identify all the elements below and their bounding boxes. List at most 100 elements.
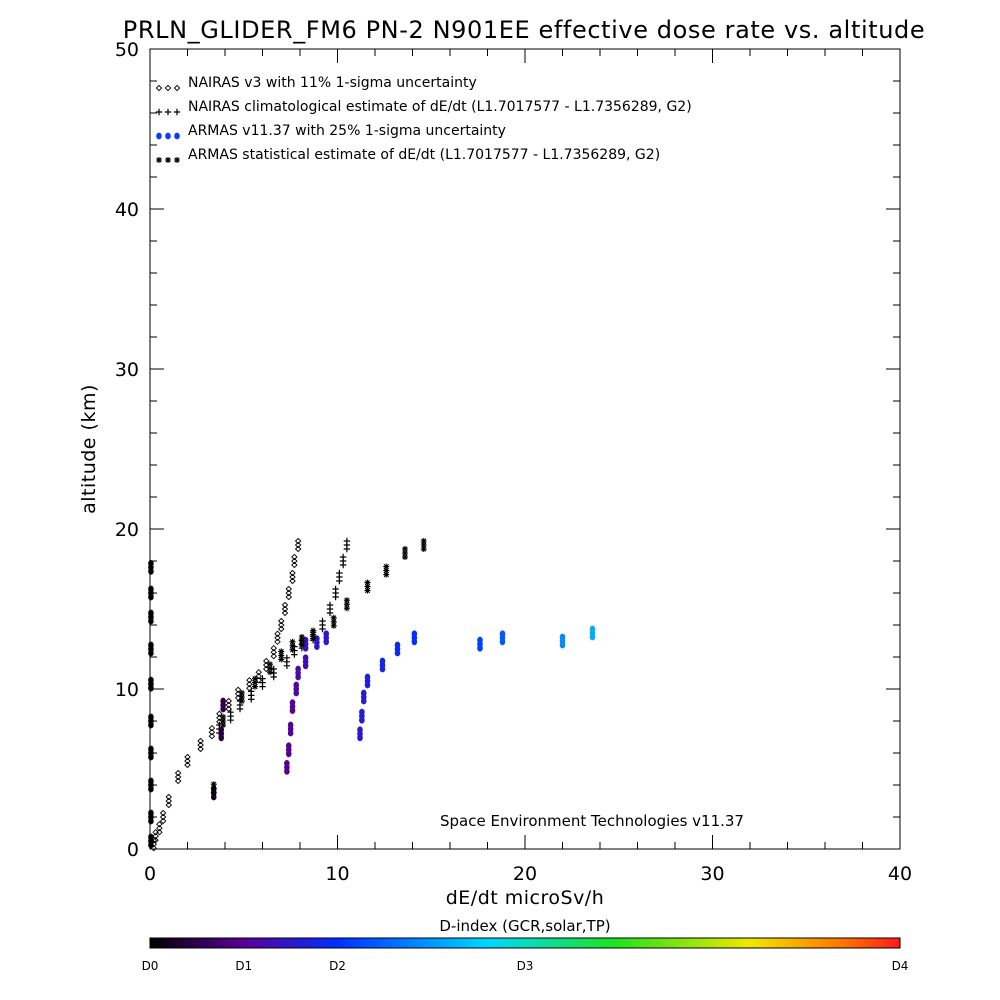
nairas-point (289, 577, 296, 585)
armas-statistical-point (383, 567, 390, 574)
armas-statistical-point (402, 550, 408, 556)
armas-statistical-point (220, 718, 227, 724)
colorbar-label: D2 (329, 959, 346, 973)
nairas-point (278, 621, 285, 629)
armas-point (314, 643, 320, 650)
series-2 (216, 537, 351, 737)
x-tick-label: 0 (144, 863, 156, 885)
y-axis-label: altitude (km) (78, 384, 100, 514)
x-axis-ticks: 0 10 20 30 40 (144, 49, 912, 885)
armas-statistical-point (298, 638, 305, 644)
colorbar-label: D1 (235, 959, 252, 973)
armas-point (148, 568, 154, 575)
nairas-point (289, 569, 296, 577)
legend-symbol (155, 108, 163, 116)
legend-symbol (165, 157, 171, 163)
armas-statistical-point (330, 614, 337, 621)
armas-statistical-point (310, 631, 317, 638)
nairas-point (197, 745, 204, 753)
armas-statistical-point (298, 634, 305, 640)
armas-statistical-point (402, 554, 408, 560)
nairas-point (165, 793, 172, 801)
armas-statistical-point (402, 546, 408, 552)
y-axis-ticks: 0 10 20 30 40 50 (115, 39, 900, 861)
armas-point (293, 689, 300, 697)
nairas-climatological-point (343, 545, 351, 553)
armas-statistical-point (330, 622, 337, 629)
nairas-point (274, 638, 281, 646)
nairas-climatological-point (326, 609, 334, 617)
armas-statistical-point (330, 618, 337, 625)
nairas-point (225, 705, 232, 713)
legend-label: NAIRAS v3 with 11% 1-sigma uncertainty (188, 75, 477, 91)
nairas-point (255, 676, 262, 684)
nairas-point (152, 836, 159, 844)
nairas-point (216, 710, 223, 718)
credit-annotation: Space Environment Technologies v11.37 (440, 812, 744, 830)
x-tick-label: 10 (325, 863, 349, 885)
armas-point (220, 705, 226, 713)
nairas-point (263, 657, 270, 665)
armas-statistical-point (343, 597, 350, 604)
armas-statistical-point (267, 661, 273, 668)
armas-point (285, 750, 292, 758)
armas-statistical-point (364, 579, 371, 586)
armas-point (148, 617, 154, 625)
armas-statistical-point (210, 789, 217, 796)
armas-point (559, 641, 566, 649)
nairas-point (281, 609, 289, 617)
legend: NAIRAS v3 with 11% 1-sigma uncertainty NA… (155, 75, 692, 163)
nairas-point (291, 557, 298, 565)
nairas-point (274, 634, 281, 642)
armas-point (379, 665, 386, 673)
nairas-point (225, 697, 232, 705)
chart-title: PRLN_GLIDER_FM6 PN-2 N901EE effective do… (123, 16, 926, 44)
nairas-point (246, 680, 253, 688)
armas-point (284, 768, 290, 775)
nairas-point (197, 741, 204, 749)
nairas-point (184, 753, 191, 761)
armas-point (411, 638, 418, 646)
legend-symbol (164, 84, 172, 92)
nairas-point (291, 553, 298, 561)
nairas-climatological-point (339, 561, 347, 569)
armas-statistical-point (278, 652, 285, 659)
nairas-climatological-point (291, 651, 298, 658)
y-tick-label: 30 (115, 359, 139, 381)
nairas-point (174, 773, 182, 781)
nairas-point (184, 761, 191, 769)
armas-statistical-point (210, 781, 217, 788)
armas-statistical-point (238, 694, 245, 700)
nairas-climatological-point (283, 662, 291, 669)
y-tick-label: 40 (115, 199, 139, 221)
nairas-point (294, 537, 302, 545)
armas-statistical-point (420, 546, 427, 552)
armas-point (357, 734, 363, 742)
colorbar-label: D4 (892, 959, 909, 973)
nairas-point (246, 684, 253, 692)
nairas-point (270, 652, 277, 660)
colorbar (149, 937, 901, 949)
armas-statistical-point (267, 665, 273, 672)
nairas-point (208, 732, 216, 740)
armas-point (364, 681, 371, 689)
nairas-point (294, 545, 302, 553)
nairas-point (274, 630, 281, 638)
armas-statistical-point (267, 669, 273, 676)
armas-point (218, 734, 225, 742)
nairas-point (159, 809, 167, 817)
armas-statistical-point (420, 542, 427, 548)
armas-point (148, 684, 154, 692)
legend-symbol (155, 84, 163, 92)
nairas-point (281, 605, 289, 613)
nairas-point (246, 676, 253, 684)
armas-statistical-point (220, 722, 227, 728)
armas-statistical-point (289, 642, 296, 649)
nairas-point (184, 757, 191, 765)
armas-point (148, 753, 154, 761)
legend-symbol (174, 132, 180, 140)
nairas-point (156, 828, 163, 836)
nairas-point (255, 668, 262, 676)
legend-label: ARMAS v11.37 with 25% 1-sigma uncertaint… (188, 123, 506, 139)
nairas-climatological-point (227, 717, 234, 724)
